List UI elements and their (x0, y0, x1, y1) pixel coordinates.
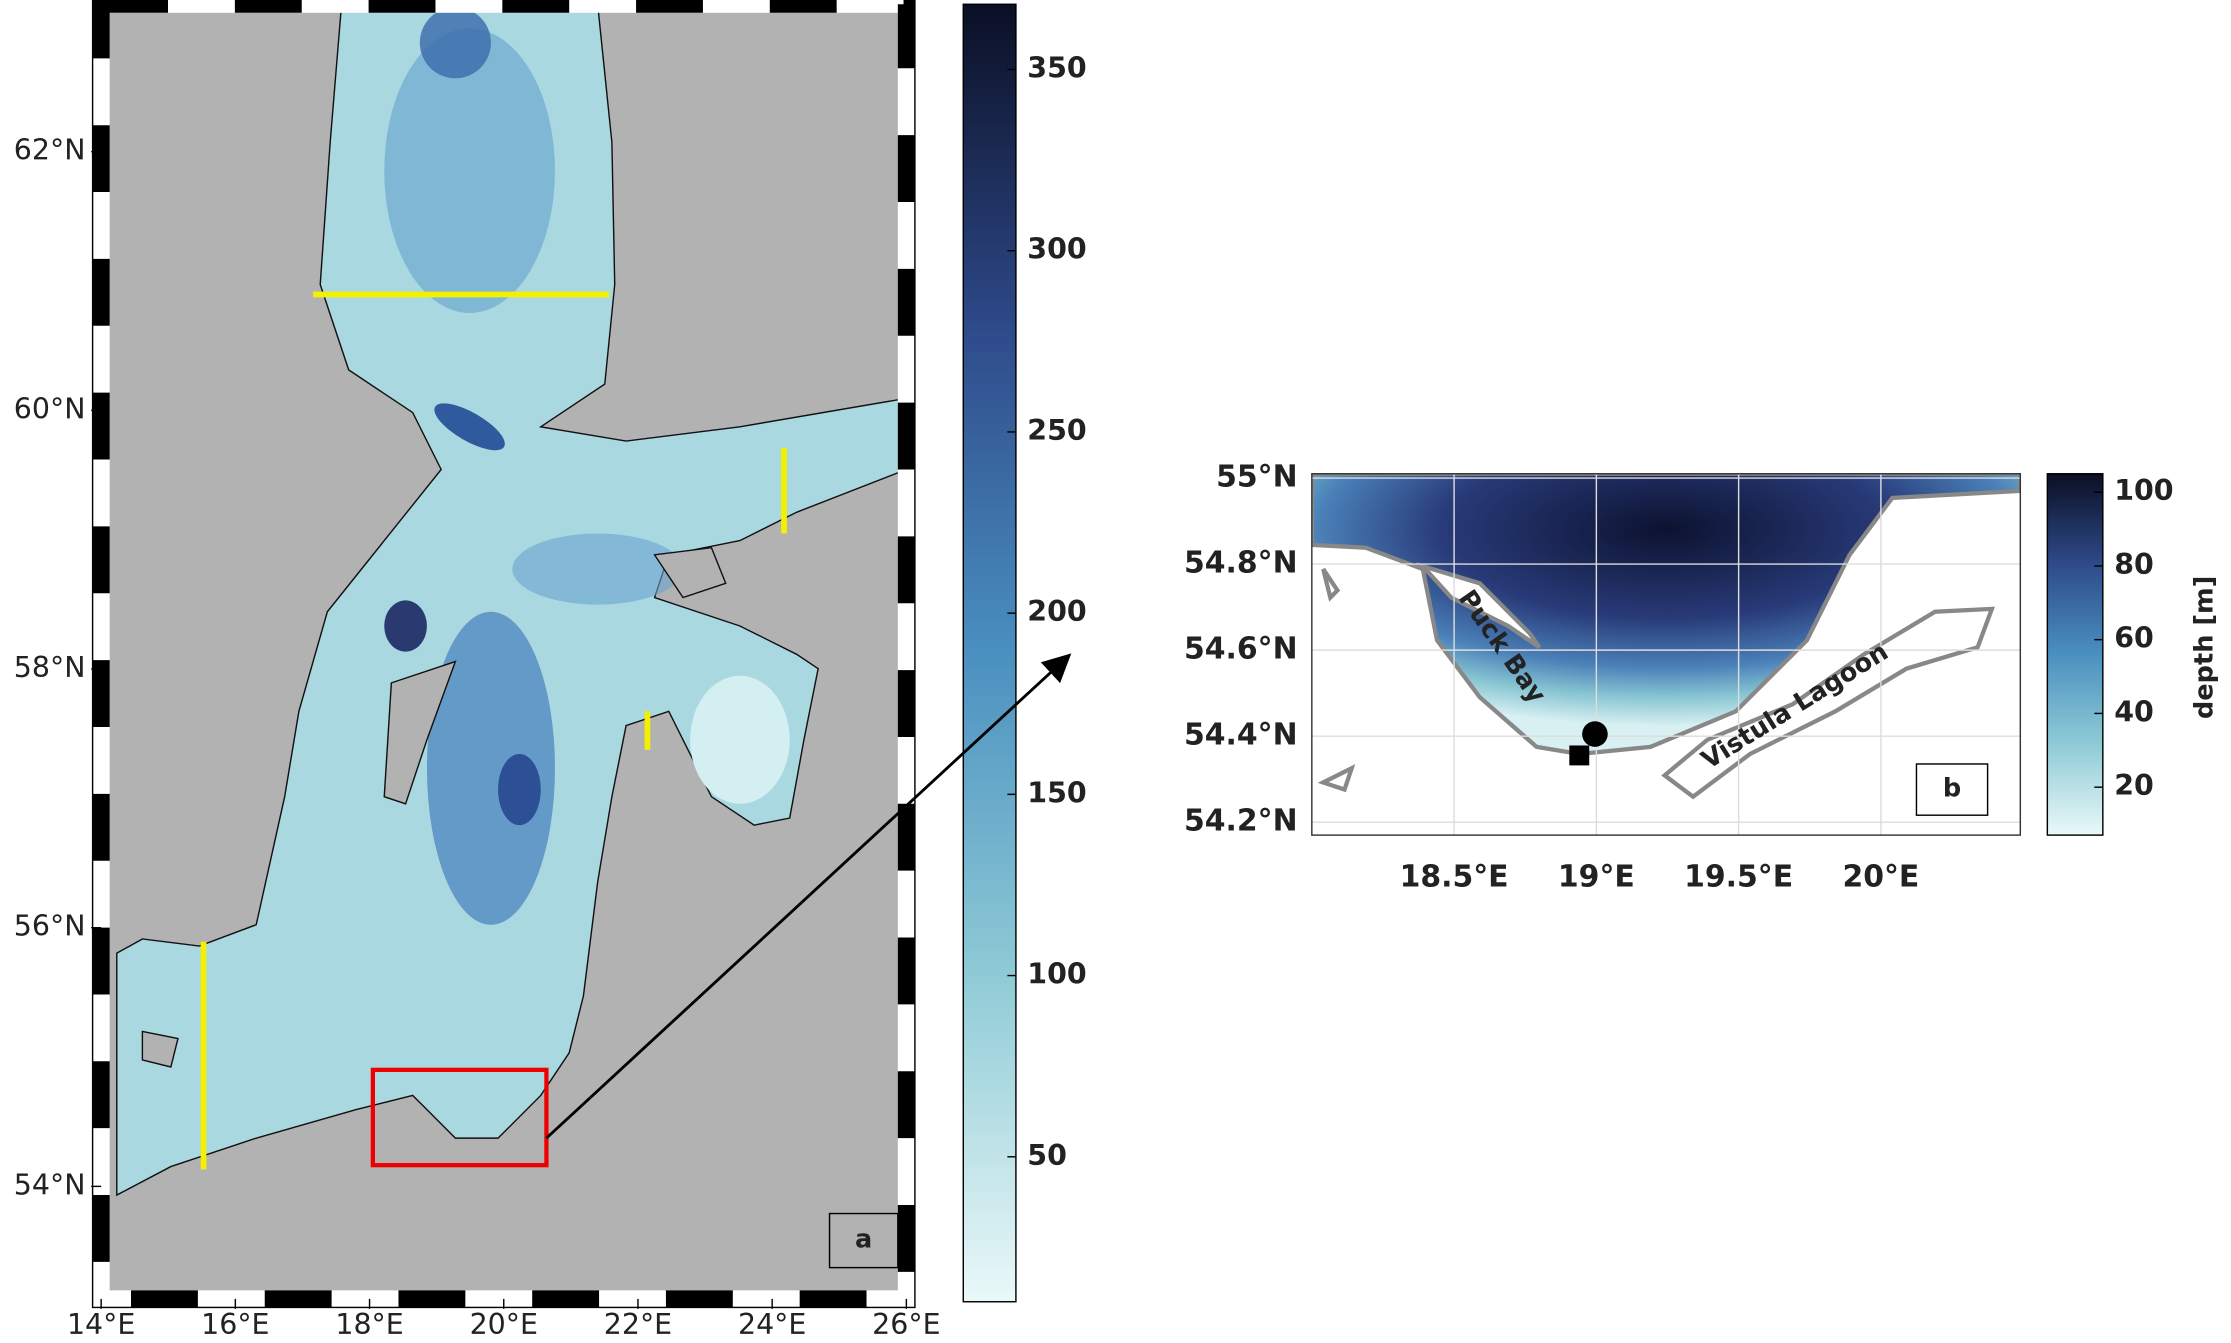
colorbar-tick-label: 350 (1027, 52, 1086, 85)
x-tick-label: 20°E (1842, 859, 1919, 894)
deep-area (512, 533, 684, 605)
colorbar-title: depth [m] (2189, 576, 2219, 719)
deep-area (434, 403, 505, 451)
lagoon (1661, 606, 1995, 800)
map-a (101, 4, 907, 1299)
shallow-area (690, 675, 790, 804)
colorbar-tick-label: 200 (1027, 595, 1086, 628)
colorbar-tick-label: 100 (2114, 474, 2173, 507)
x-tick-label: 26°E (872, 1308, 940, 1341)
colorbar-tick-label: 250 (1027, 414, 1086, 447)
x-tick-label: 14°E (67, 1308, 135, 1341)
deep-area (384, 600, 427, 652)
y-tick-label: 60°N (14, 392, 86, 425)
deep-area (426, 611, 555, 925)
station-marker (1582, 721, 1608, 747)
colorbar-tick-label: 40 (2114, 695, 2154, 728)
frame (1311, 473, 2022, 836)
x-tick-label: 18°E (335, 1308, 403, 1341)
colorbar-tick-label: 300 (1027, 233, 1086, 266)
sea (116, 4, 907, 1197)
panel-label-box (1915, 763, 1989, 816)
panel-label: a (855, 1225, 872, 1255)
colorbar-tick-label: 150 (1027, 776, 1086, 809)
sea (1311, 473, 2021, 757)
y-tick-label: 54.8°N (1184, 546, 1298, 581)
x-tick-label: 22°E (604, 1308, 672, 1341)
arrow (545, 653, 1072, 1140)
deep-area (419, 7, 491, 79)
zoom-box (370, 1067, 549, 1168)
y-tick-label: 56°N (14, 910, 86, 943)
colorbar-tick-label: 50 (1027, 1139, 1067, 1172)
deep-area (384, 28, 555, 313)
y-tick-label: 58°N (14, 651, 86, 684)
grid (1311, 473, 2021, 836)
x-tick-label: 19.5°E (1684, 859, 1793, 894)
island (383, 660, 457, 805)
deep-area (498, 754, 541, 826)
x-tick-label: 19°E (1558, 859, 1635, 894)
x-tick-label: 16°E (201, 1308, 269, 1341)
y-tick-label: 55°N (1216, 460, 1297, 495)
y-tick-label: 54°N (14, 1168, 86, 1201)
x-tick-label: 24°E (738, 1308, 806, 1341)
y-tick-label: 54.4°N (1184, 718, 1298, 753)
colorbar-tick-label: 20 (2114, 769, 2154, 802)
colorbar-b (2046, 473, 2104, 836)
map-b: Puck Bay Vistula Lagoon (1311, 473, 2021, 836)
coastline (1317, 567, 1356, 793)
y-tick-label: 54.2°N (1184, 804, 1298, 839)
x-tick-label: 18.5°E (1400, 859, 1509, 894)
y-tick-label: 62°N (14, 134, 86, 167)
y-tick-label: 54.6°N (1184, 632, 1298, 667)
hel-peninsula (1416, 561, 1542, 650)
island (653, 546, 727, 599)
island (141, 1030, 179, 1068)
frame (92, 0, 915, 1308)
x-tick-label: 20°E (470, 1308, 538, 1341)
panel-label: b (1943, 774, 1961, 804)
colorbar-tick-label: 60 (2114, 622, 2154, 655)
panel-label-box (828, 1212, 899, 1269)
station-marker (1569, 745, 1590, 766)
colorbar-tick-label: 80 (2114, 548, 2154, 581)
colorbar-a (962, 3, 1017, 1303)
colorbar-tick-label: 100 (1027, 958, 1086, 991)
